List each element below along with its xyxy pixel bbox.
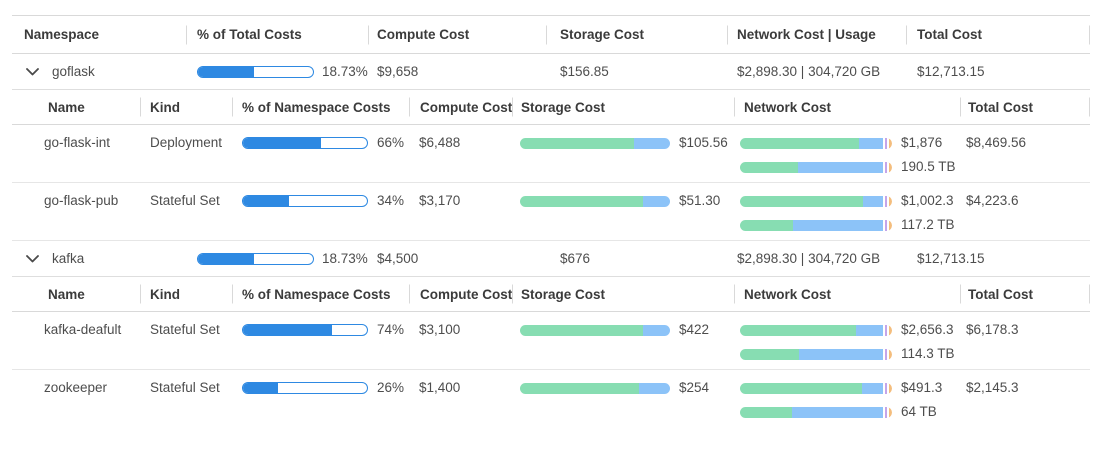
outer-header-row: Namespace % of Total Costs Compute Cost … [12,16,1090,54]
storage-cost-bar [520,324,670,336]
col-header-network: Network Cost | Usage [727,16,906,53]
storage-cost-value: $254 [679,380,710,395]
col-header-kind: Kind [140,90,232,124]
workload-row-go-flask-pub: go-flask-pub Stateful Set 34% $3,170 $51… [12,183,1090,241]
workload-name: kafka-deafult [44,322,122,337]
network-usage-bar [740,219,892,231]
inner-header-row: Name Kind % of Namespace Costs Compute C… [12,277,1090,312]
network-usage-bar [740,348,892,360]
storage-cost-bar [520,382,670,394]
col-header-compute: Compute Cost [368,16,546,53]
cost-table: Namespace % of Total Costs Compute Cost … [12,15,1090,437]
workload-kind: Deployment [150,135,223,150]
network-cost-value: $1,002.3 [901,193,954,208]
pct-namespace-bar [242,324,368,336]
workload-total-cost: $8,469.56 [966,135,1027,150]
network-cost-bar [740,137,892,149]
workload-compute-cost: $3,100 [419,322,461,337]
workload-kind: Stateful Set [150,322,220,337]
col-header-pct-namespace: % of Namespace Costs [232,277,409,311]
col-header-pct-namespace: % of Namespace Costs [232,90,409,124]
namespace-compute-cost: $9,658 [377,64,419,79]
workload-compute-cost: $3,170 [419,193,461,208]
storage-cost-value: $51.30 [679,193,721,208]
pct-total-bar [197,65,314,78]
col-header-namespace: Namespace [24,27,100,42]
inner-header-row: Name Kind % of Namespace Costs Compute C… [12,90,1090,125]
col-header-name: Name [48,286,85,302]
network-cost-bar [740,382,892,394]
pct-total-bar [197,252,314,265]
pct-namespace-value: 74% [377,322,405,337]
workload-total-cost: $6,178.3 [966,322,1019,337]
network-usage-value: 114.3 TB [901,346,955,361]
namespace-name: goflask [52,64,95,79]
chevron-down-icon[interactable] [26,254,39,263]
workload-name: go-flask-int [44,135,111,150]
network-cost-bar [740,195,892,207]
namespace-compute-cost: $4,500 [377,251,419,266]
pct-total-value: 18.73% [322,251,368,266]
col-header-kind: Kind [140,277,232,311]
storage-cost-bar [520,137,670,149]
pct-namespace-value: 34% [377,193,405,208]
workload-name: zookeeper [44,380,108,395]
network-usage-bar [740,161,892,173]
pct-namespace-bar [242,195,368,207]
namespace-row-goflask[interactable]: goflask 18.73% $9,658 $156.85 $2,898.30 … [12,54,1090,90]
workload-compute-cost: $6,488 [419,135,461,150]
network-cost-value: $2,656.3 [901,322,954,337]
col-header-total: Total Cost [906,16,1090,53]
col-header-network: Network Cost [734,277,960,311]
workload-total-cost: $4,223.6 [966,193,1019,208]
pct-namespace-bar [242,137,368,149]
network-usage-bar [740,406,892,418]
chevron-down-icon[interactable] [26,67,39,76]
network-usage-value: 64 TB [901,404,937,419]
col-header-compute: Compute Cost [409,90,512,124]
workload-kind: Stateful Set [150,193,220,208]
storage-cost-value: $105.56 [679,135,728,150]
storage-cost-value: $422 [679,322,710,337]
col-header-storage: Storage Cost [512,277,734,311]
network-cost-bar [740,324,892,336]
namespace-name: kafka [52,251,85,266]
namespace-storage-cost: $676 [560,251,591,266]
workload-row-go-flask-int: go-flask-int Deployment 66% $6,488 $105.… [12,125,1090,183]
workload-name: go-flask-pub [44,193,119,208]
col-header-storage: Storage Cost [512,90,734,124]
namespace-network-cost-usage: $2,898.30 | 304,720 GB [737,64,881,79]
col-header-network: Network Cost [734,90,960,124]
col-header-storage: Storage Cost [546,16,727,53]
col-header-name: Name [48,99,85,115]
namespace-storage-cost: $156.85 [560,64,609,79]
namespace-total-cost: $12,713.15 [917,251,985,266]
col-header-pct-total: % of Total Costs [186,16,368,53]
pct-namespace-value: 66% [377,135,405,150]
network-cost-value: $491.3 [901,380,943,395]
storage-cost-bar [520,195,670,207]
network-usage-value: 190.5 TB [901,159,956,174]
pct-namespace-bar [242,382,368,394]
workload-row-zookeeper: zookeeper Stateful Set 26% $1,400 $254 $… [12,370,1090,437]
network-usage-value: 117.2 TB [901,217,955,232]
namespace-total-cost: $12,713.15 [917,64,985,79]
network-cost-value: $1,876 [901,135,943,150]
workload-row-kafka-deafult: kafka-deafult Stateful Set 74% $3,100 $4… [12,312,1090,370]
namespace-network-cost-usage: $2,898.30 | 304,720 GB [737,251,881,266]
namespace-row-kafka[interactable]: kafka 18.73% $4,500 $676 $2,898.30 | 304… [12,241,1090,277]
workload-total-cost: $2,145.3 [966,380,1019,395]
col-header-total: Total Cost [960,277,1090,311]
workload-kind: Stateful Set [150,380,220,395]
col-header-compute: Compute Cost [409,277,512,311]
workload-compute-cost: $1,400 [419,380,461,395]
pct-total-value: 18.73% [322,64,368,79]
pct-namespace-value: 26% [377,380,405,395]
col-header-total: Total Cost [960,90,1090,124]
